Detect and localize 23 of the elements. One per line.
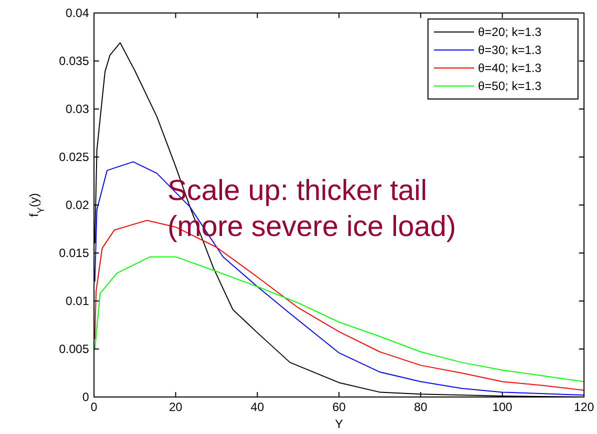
- line-series: [94, 256, 584, 382]
- x-axis-title: Y: [334, 417, 344, 431]
- y-tick-label: 0.03: [66, 102, 90, 116]
- legend-label: θ=30; k=1.3: [478, 43, 542, 57]
- x-tick-label: 20: [168, 400, 183, 414]
- x-tick-label: 40: [250, 400, 264, 414]
- y-tick-label: 0.005: [58, 342, 90, 356]
- x-tick-label: 100: [492, 400, 513, 414]
- legend-label: θ=50; k=1.3: [478, 79, 542, 93]
- y-tick-label: 0.04: [66, 6, 90, 20]
- y-tick-label: 0.035: [58, 54, 90, 68]
- line-series: [94, 161, 584, 396]
- x-tick-label: 60: [332, 400, 346, 414]
- legend-label: θ=40; k=1.3: [478, 61, 542, 75]
- y-tick-label: 0.015: [58, 246, 90, 260]
- y-tick-label: 0.025: [58, 150, 90, 164]
- y-tick-label: 0: [82, 390, 90, 404]
- x-tick-label: 120: [574, 400, 594, 414]
- legend-label: θ=20; k=1.3: [478, 25, 542, 39]
- x-tick-label: 80: [414, 400, 428, 414]
- y-tick-label: 0.01: [66, 294, 90, 308]
- y-tick-label: 0.02: [66, 198, 90, 212]
- x-tick-label: 0: [90, 400, 98, 414]
